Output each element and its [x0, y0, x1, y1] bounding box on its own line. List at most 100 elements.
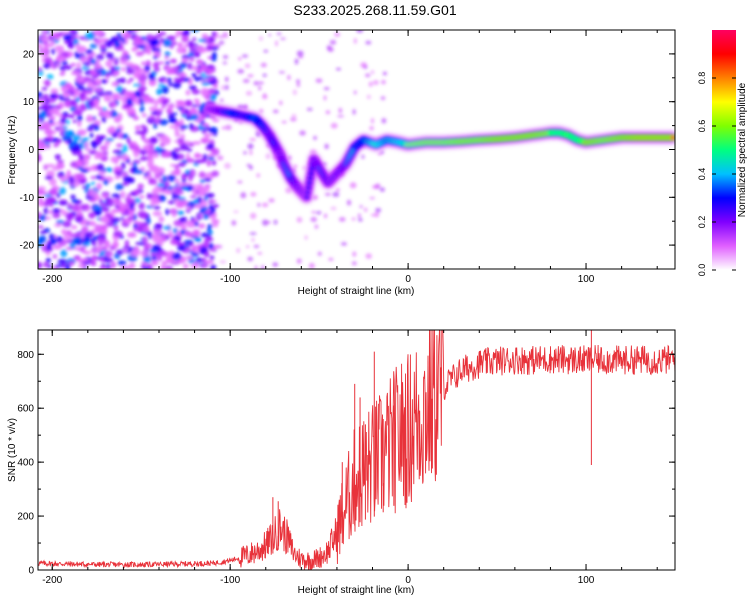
noise-blob — [158, 119, 169, 126]
noise-blob — [162, 175, 167, 183]
noise-blob — [38, 235, 46, 244]
noise-blob — [208, 199, 217, 204]
noise-blob — [147, 158, 154, 166]
noise-blob — [310, 216, 318, 222]
noise-blob — [261, 94, 268, 100]
ridge-cell-peak — [304, 190, 311, 195]
noise-blob — [58, 187, 67, 195]
noise-blob — [268, 33, 272, 37]
noise-blob — [138, 222, 145, 228]
noise-blob — [311, 210, 316, 214]
noise-blob — [104, 200, 115, 207]
noise-blob — [153, 169, 159, 175]
noise-blob — [69, 176, 75, 185]
noise-blob — [152, 152, 159, 159]
noise-blob — [73, 143, 82, 152]
noise-blob — [295, 79, 301, 84]
noise-blob — [184, 249, 191, 253]
noise-blob — [278, 71, 285, 74]
noise-blob — [215, 43, 221, 48]
noise-blob — [241, 54, 249, 58]
noise-blob — [335, 67, 342, 71]
noise-blob — [115, 249, 124, 256]
noise-blob — [163, 225, 172, 230]
noise-blob — [38, 112, 47, 117]
noise-blob — [102, 179, 109, 186]
noise-blob — [142, 145, 151, 151]
noise-blob — [183, 239, 194, 244]
noise-blob — [38, 106, 44, 111]
noise-blob — [185, 208, 191, 213]
noise-blob — [134, 130, 144, 135]
ridge-cell-peak — [308, 171, 314, 176]
noise-blob — [236, 247, 241, 254]
noise-blob — [71, 204, 81, 212]
spectrogram-frame — [37, 29, 676, 270]
noise-blob — [317, 251, 322, 256]
noise-blob — [102, 206, 109, 213]
noise-blob — [129, 202, 135, 211]
noise-blob — [208, 156, 215, 161]
noise-blob — [111, 209, 118, 213]
noise-blob — [193, 159, 204, 164]
noise-blob — [100, 51, 107, 55]
noise-blob — [206, 227, 212, 232]
noise-blob — [103, 257, 114, 263]
noise-blob — [375, 207, 382, 213]
noise-blob — [258, 85, 262, 91]
noise-blob — [261, 202, 269, 208]
noise-blob — [200, 139, 211, 143]
noise-blob — [99, 266, 106, 269]
noise-blob — [43, 207, 49, 215]
noise-blob — [164, 61, 171, 65]
noise-blob — [324, 143, 329, 150]
colorbar-tick-label: 0.6 — [697, 120, 707, 133]
noise-blob — [216, 155, 224, 161]
noise-blob — [210, 93, 217, 102]
noise-blob — [80, 204, 90, 210]
noise-blob — [177, 199, 188, 207]
noise-blob — [46, 243, 51, 251]
noise-blob — [222, 54, 229, 59]
noise-blob — [95, 106, 104, 110]
noise-blob — [112, 72, 120, 76]
noise-blob — [352, 108, 356, 115]
noise-blob — [97, 38, 107, 44]
y-tick-label: 200 — [17, 512, 34, 523]
noise-blob — [122, 248, 128, 253]
y-tick-label: 20 — [23, 49, 35, 60]
noise-blob — [346, 199, 352, 206]
noise-blob — [328, 257, 334, 261]
noise-blob — [249, 149, 253, 156]
noise-blob — [177, 242, 183, 247]
noise-blob — [184, 109, 189, 114]
noise-blob — [115, 205, 120, 209]
noise-blob — [272, 109, 279, 114]
noise-blob — [135, 125, 142, 130]
noise-blob — [296, 50, 304, 57]
noise-blob — [374, 211, 380, 218]
noise-blob — [250, 212, 257, 220]
noise-blob — [88, 189, 99, 197]
noise-blob — [67, 202, 73, 210]
noise-blob — [63, 130, 74, 137]
noise-blob — [161, 99, 168, 106]
noise-blob — [151, 188, 159, 196]
figure-title: S233.2025.268.11.59.G01 — [293, 2, 456, 18]
noise-blob — [84, 147, 92, 152]
noise-blob — [212, 203, 220, 208]
noise-blob — [238, 56, 242, 61]
noise-blob — [68, 261, 75, 266]
noise-blob — [121, 171, 129, 177]
noise-blob — [64, 99, 71, 108]
noise-blob — [110, 65, 115, 74]
noise-blob — [150, 255, 158, 261]
noise-blob — [273, 219, 278, 225]
noise-blob — [158, 216, 165, 223]
noise-blob — [287, 74, 291, 81]
noise-blob — [111, 132, 119, 138]
noise-blob — [353, 38, 357, 44]
noise-blob — [158, 194, 166, 202]
noise-blob — [143, 173, 148, 177]
noise-blob — [198, 171, 206, 179]
